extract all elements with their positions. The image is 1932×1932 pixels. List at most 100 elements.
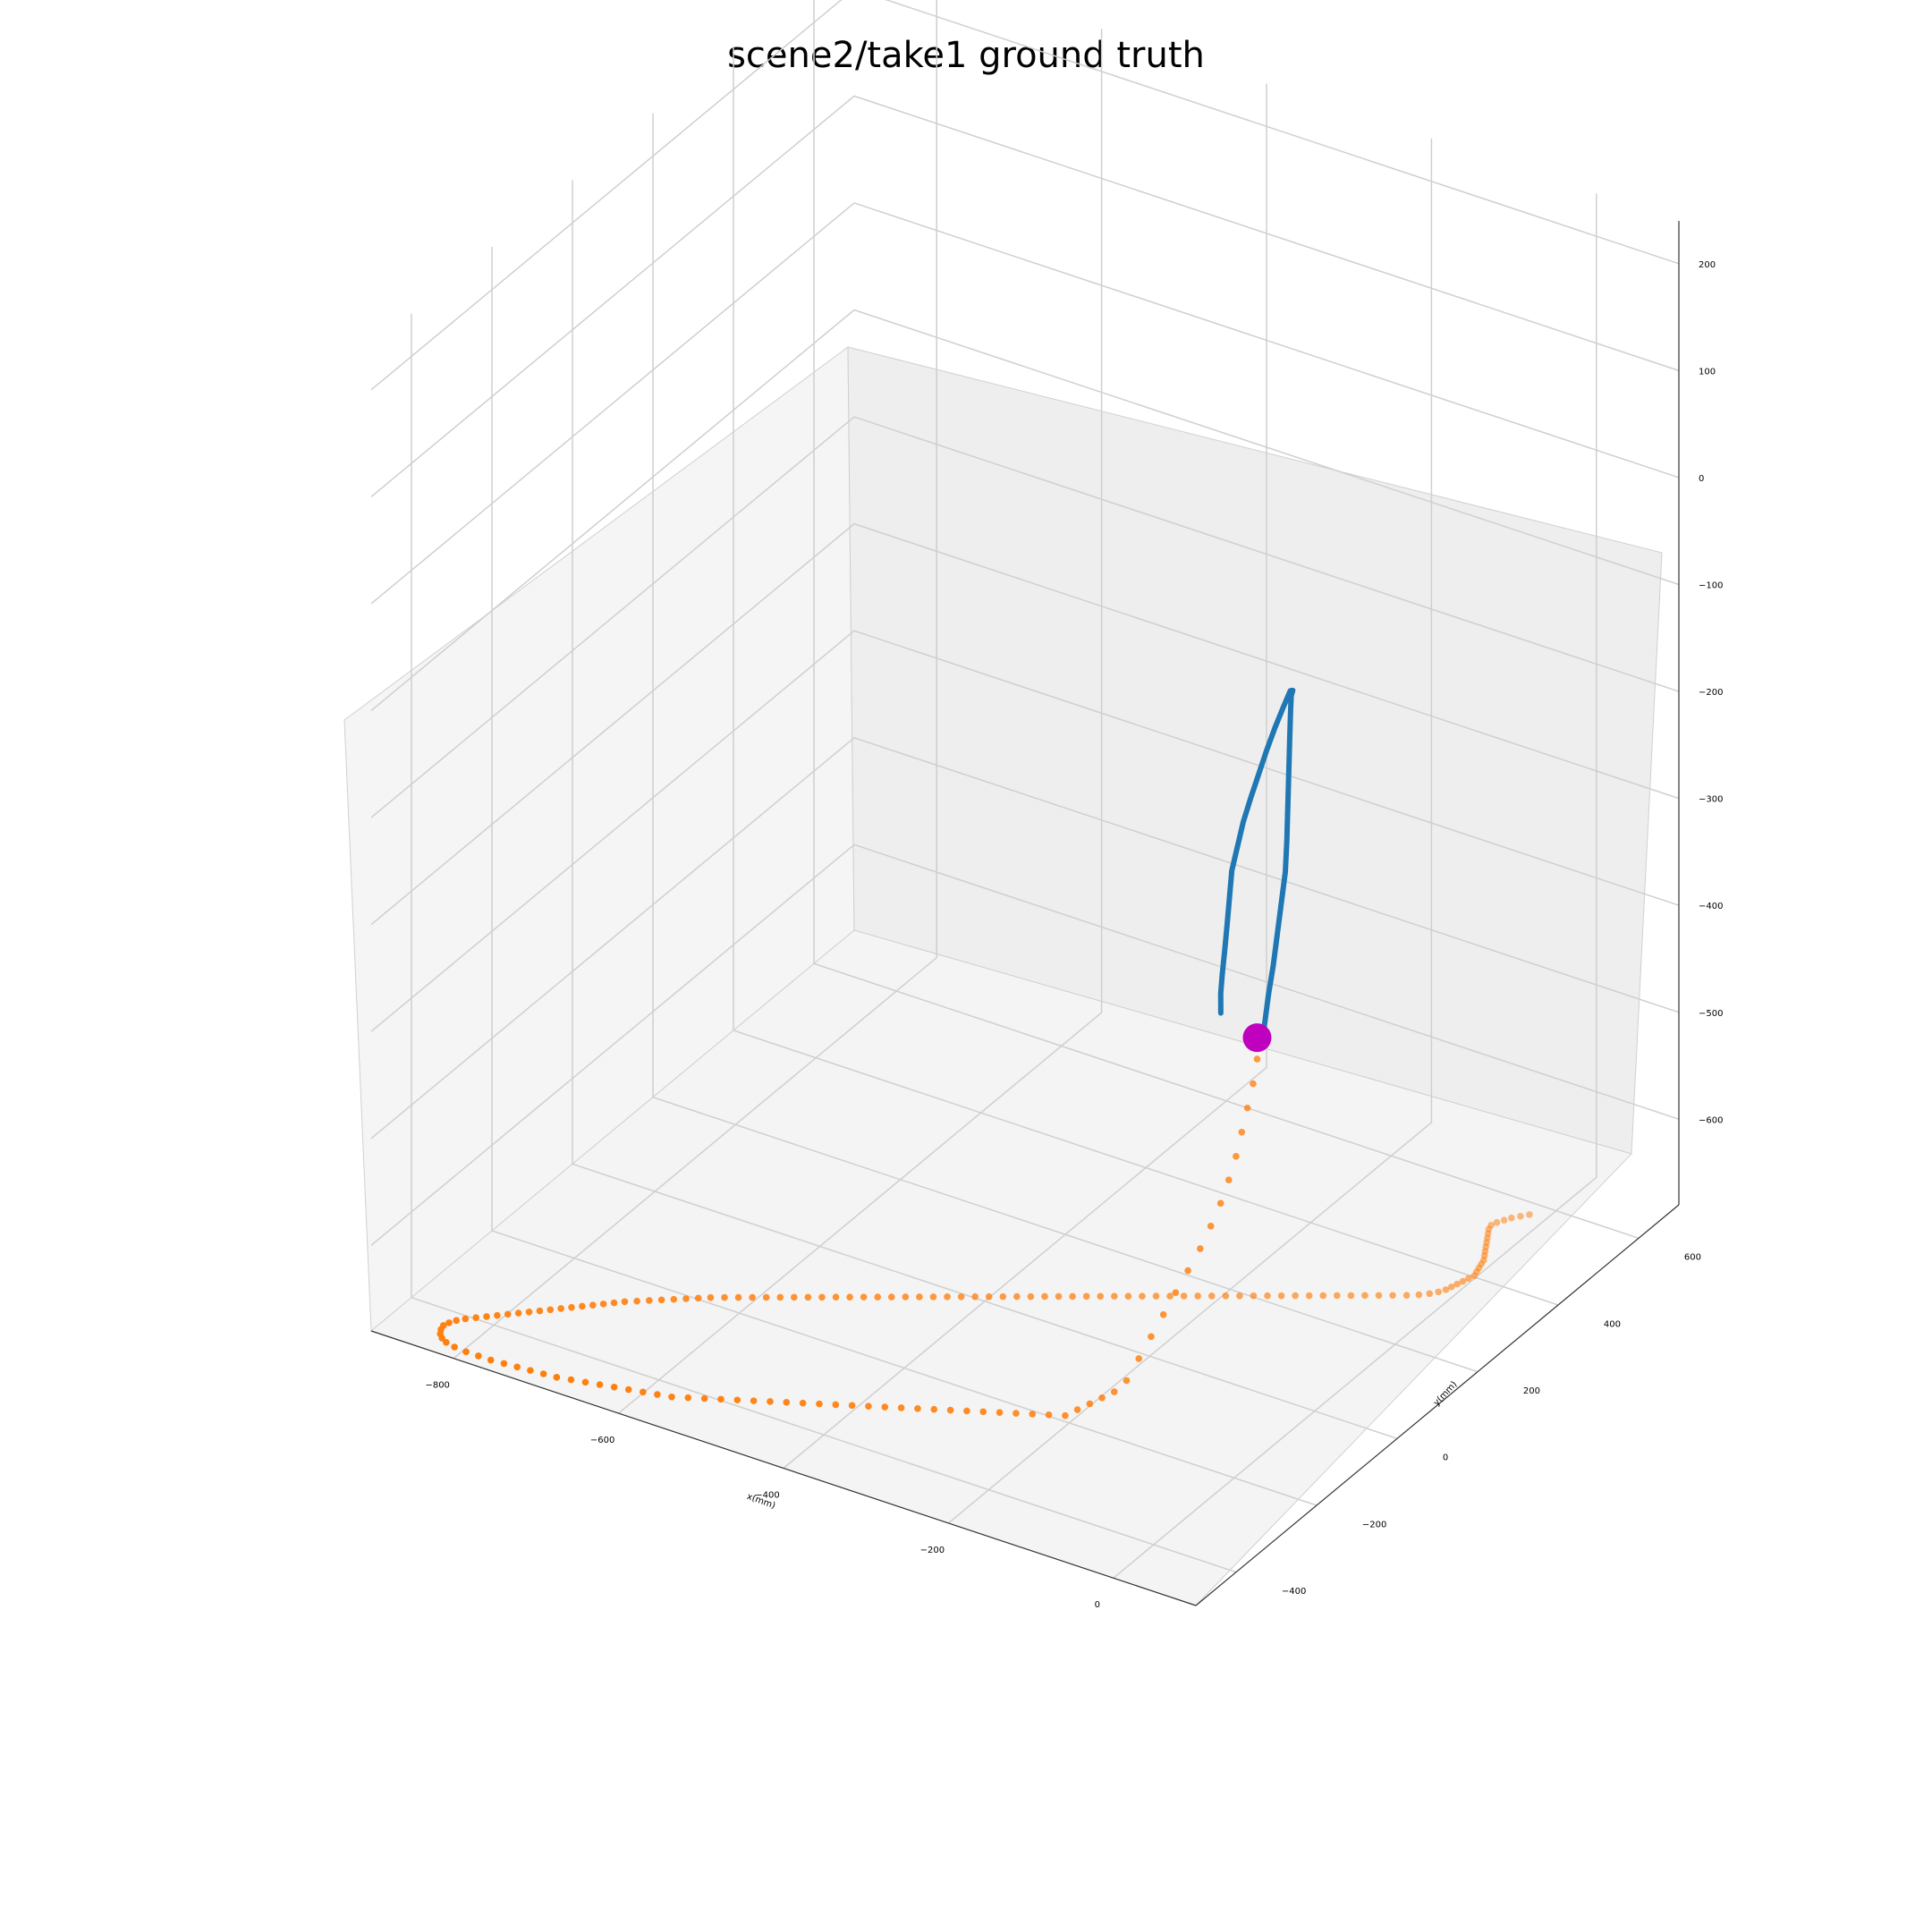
grid-x-0 — [453, 0, 937, 1360]
ground-point-69 — [483, 1313, 490, 1320]
ground-point-59 — [451, 1343, 458, 1351]
z-tick-label-5: −100 — [1699, 581, 1723, 591]
x-axis-line — [370, 1330, 1197, 1606]
ground-point-77 — [568, 1303, 575, 1311]
x-tick-label-4: 0 — [1095, 1600, 1100, 1610]
ground-point-144 — [1448, 1283, 1455, 1291]
ground-point-49 — [581, 1378, 589, 1386]
ground-point-51 — [553, 1374, 561, 1381]
ground-point-20 — [1045, 1411, 1053, 1419]
ground-point-89 — [707, 1293, 715, 1301]
z-tick-label-3: −300 — [1699, 795, 1723, 805]
ground-point-100 — [860, 1293, 868, 1301]
grid-z-3 — [370, 522, 1680, 926]
ground-point-111 — [1013, 1292, 1021, 1301]
ground-point-95 — [791, 1293, 798, 1301]
ground-point-26 — [946, 1406, 954, 1414]
ground-point-73 — [525, 1309, 533, 1316]
z-tick-label-6: 0 — [1699, 474, 1704, 484]
ground-point-118 — [1110, 1292, 1118, 1301]
ground-point-122 — [1166, 1292, 1174, 1300]
ground-point-18 — [1073, 1406, 1081, 1413]
ground-point-7 — [1207, 1223, 1215, 1230]
ground-point-138 — [1389, 1292, 1396, 1300]
z-tick-label-4: −200 — [1699, 688, 1723, 698]
ground-point-14 — [1123, 1377, 1131, 1385]
x-tick-label-2: −400 — [755, 1490, 779, 1500]
grid-lines — [370, 0, 1680, 1579]
ground-point-131 — [1292, 1292, 1299, 1300]
ground-point-165 — [1526, 1211, 1533, 1218]
y-tick-label-4: 400 — [1604, 1319, 1621, 1329]
ground-point-93 — [762, 1293, 770, 1301]
ground-point-27 — [930, 1405, 938, 1413]
z-tick-label-1: −500 — [1699, 1009, 1723, 1019]
ground-point-38 — [750, 1397, 758, 1404]
ground-point-105 — [929, 1293, 937, 1301]
ground-point-70 — [494, 1311, 501, 1319]
ground-point-83 — [633, 1297, 640, 1305]
ground-point-13 — [1135, 1355, 1143, 1362]
ground-point-54 — [513, 1363, 521, 1371]
ground-point-81 — [610, 1299, 618, 1307]
ground-point-66 — [453, 1317, 461, 1325]
grid-z-2 — [370, 630, 1680, 1032]
grid-z-8 — [370, 0, 1680, 391]
ground-point-87 — [682, 1295, 690, 1302]
ground-point-65 — [445, 1319, 453, 1326]
ground-point-132 — [1305, 1292, 1313, 1300]
ground-point-11 — [1159, 1310, 1167, 1318]
ground-point-121 — [1152, 1292, 1160, 1300]
upper-trajectory-line — [1217, 687, 1296, 1048]
ground-point-125 — [1208, 1292, 1216, 1300]
ground-point-119 — [1124, 1292, 1132, 1300]
ground-point-3 — [1238, 1128, 1246, 1136]
ground-point-97 — [818, 1293, 826, 1301]
ground-point-60 — [443, 1339, 450, 1346]
ground-point-1 — [1250, 1080, 1257, 1088]
ground-point-29 — [897, 1404, 905, 1411]
ground-point-94 — [776, 1293, 784, 1301]
ground-point-128 — [1250, 1292, 1258, 1300]
ground-point-116 — [1082, 1292, 1090, 1301]
ground-point-39 — [733, 1396, 741, 1404]
ground-point-17 — [1086, 1400, 1094, 1408]
ground-point-106 — [944, 1293, 951, 1301]
ground-point-74 — [536, 1307, 544, 1315]
x-tick-label-3: −200 — [920, 1546, 945, 1555]
grid-y-3 — [652, 113, 1479, 1373]
x-tick-label-1: −600 — [590, 1436, 614, 1445]
ground-point-28 — [914, 1405, 921, 1412]
start-marker — [1242, 1023, 1272, 1053]
ground-point-47 — [610, 1384, 618, 1391]
ground-point-112 — [1027, 1292, 1035, 1301]
ground-point-25 — [963, 1407, 970, 1415]
z-tick-label-0: −600 — [1699, 1115, 1723, 1125]
ground-point-141 — [1426, 1290, 1434, 1298]
z-tick-label-2: −400 — [1699, 902, 1723, 911]
ground-point-22 — [1013, 1410, 1020, 1417]
ground-point-0 — [1253, 1055, 1261, 1063]
grid-x-1 — [618, 29, 1103, 1414]
ground-point-109 — [985, 1292, 993, 1301]
y-axis-label: y(mm) — [1432, 1379, 1460, 1408]
ground-point-21 — [1029, 1411, 1037, 1418]
ground-point-145 — [1453, 1280, 1461, 1288]
ground-point-130 — [1277, 1292, 1285, 1300]
grid-z-7 — [370, 95, 1680, 497]
ground-point-44 — [654, 1391, 661, 1398]
grid-y-2 — [572, 180, 1398, 1440]
ground-point-30 — [881, 1403, 889, 1411]
ground-point-56 — [487, 1356, 495, 1364]
grid-x-3 — [947, 138, 1433, 1524]
ground-point-23 — [996, 1409, 1004, 1416]
ground-point-40 — [717, 1395, 724, 1403]
ground-point-88 — [694, 1294, 702, 1302]
ground-point-37 — [767, 1398, 774, 1405]
ground-point-120 — [1139, 1292, 1146, 1300]
ground-point-45 — [640, 1388, 647, 1396]
ground-point-140 — [1415, 1291, 1423, 1299]
ground-point-78 — [579, 1302, 586, 1310]
y-tick-label-5: 600 — [1684, 1253, 1701, 1263]
grid-z-0 — [370, 843, 1680, 1246]
